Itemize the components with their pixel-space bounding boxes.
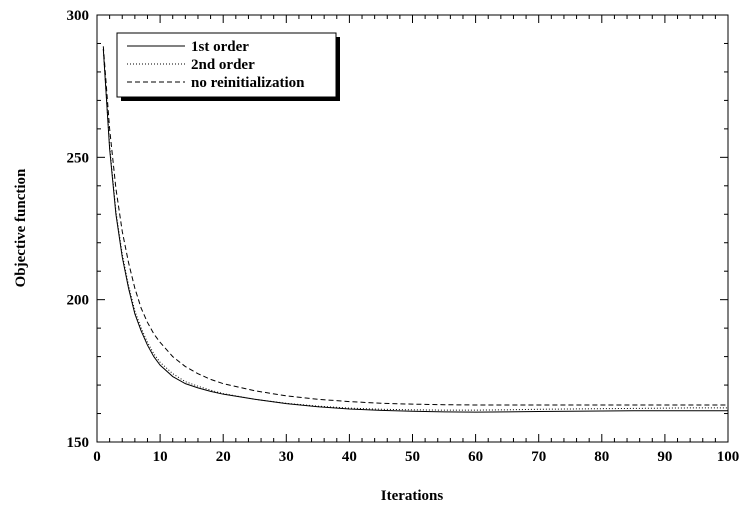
x-tick-label: 50 <box>405 449 420 465</box>
legend: 1st order 2nd order no reinitialization <box>116 32 340 101</box>
legend-box <box>116 32 337 98</box>
x-tick-label: 10 <box>153 449 168 465</box>
x-axis-label: Iterations <box>381 488 444 504</box>
x-tick-label: 20 <box>216 449 231 465</box>
y-axis-label: Objective function <box>13 168 29 287</box>
x-tick-label: 100 <box>717 449 740 465</box>
x-tick-label: 40 <box>342 449 357 465</box>
x-tick-label: 90 <box>657 449 672 465</box>
x-tick-label: 30 <box>279 449 294 465</box>
axis-ticks <box>96 14 729 443</box>
x-tick-label: 60 <box>468 449 483 465</box>
x-tick-label: 0 <box>93 449 101 465</box>
legend-label-2nd-order: 2nd order <box>191 57 255 73</box>
y-tick-label: 250 <box>67 150 90 166</box>
y-tick-label: 300 <box>67 8 90 24</box>
series-line-2nd-order <box>102 49 728 411</box>
y-tick-labels: 150 200 250 300 <box>67 8 90 451</box>
series-line-no-reinitialization <box>102 46 728 406</box>
x-tick-label: 80 <box>594 449 609 465</box>
y-tick-label: 150 <box>67 435 90 451</box>
legend-label-1st-order: 1st order <box>191 39 249 55</box>
series-lines <box>102 46 728 413</box>
x-tick-labels: 0 10 20 30 40 50 60 70 80 90 100 <box>93 449 739 465</box>
legend-label-no-reinitialization: no reinitialization <box>191 75 305 91</box>
x-tick-label: 70 <box>531 449 546 465</box>
y-tick-label: 200 <box>67 293 90 309</box>
series-line-1st-order <box>102 49 728 413</box>
